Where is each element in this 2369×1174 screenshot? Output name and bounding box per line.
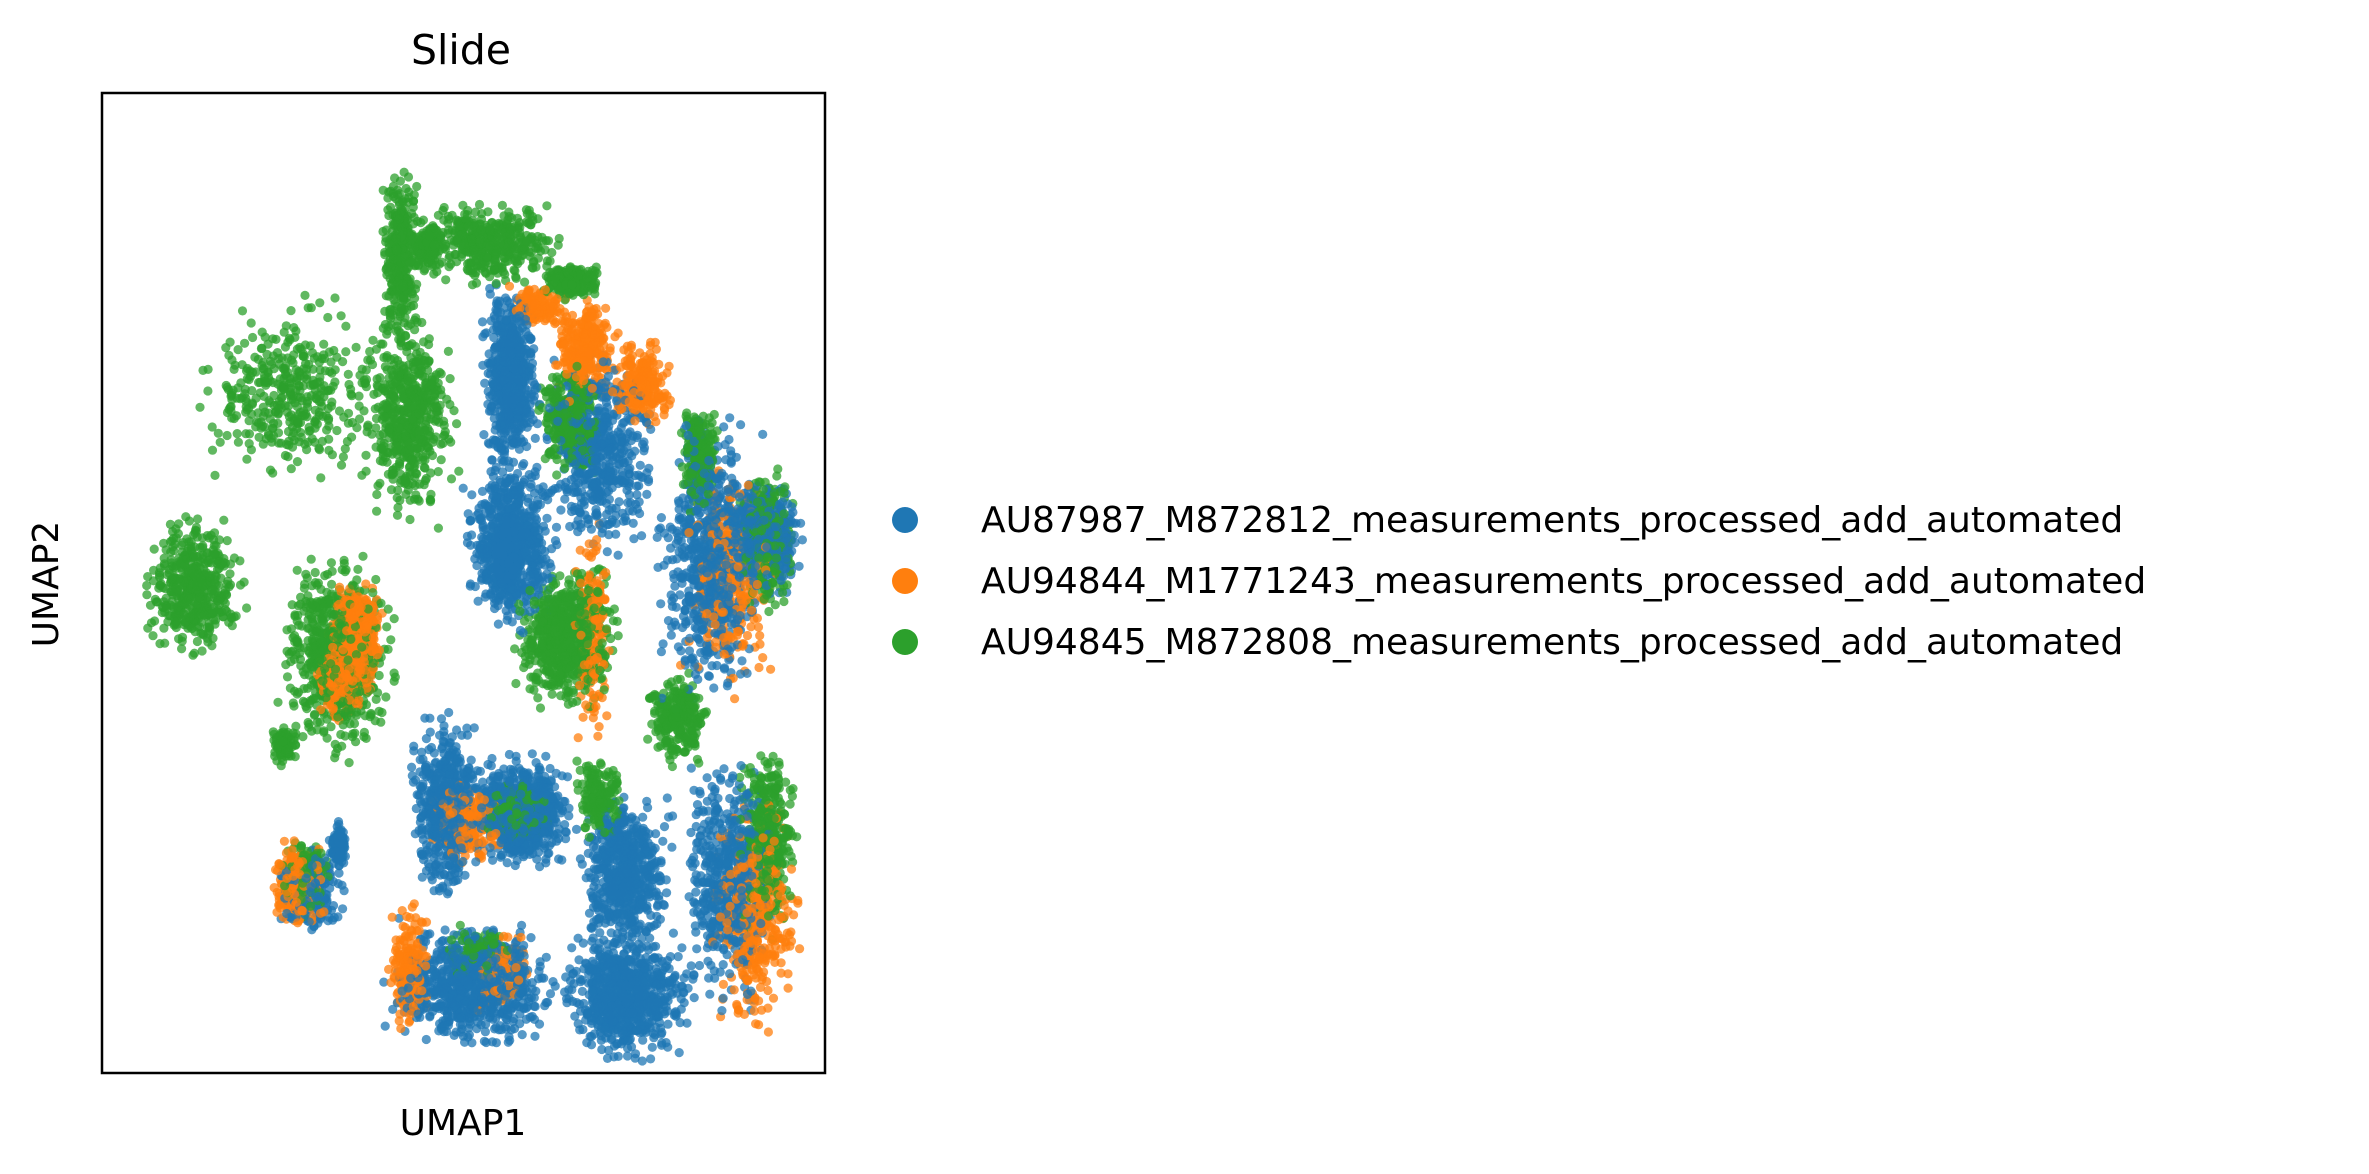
data-point	[766, 664, 776, 674]
data-point	[452, 419, 462, 429]
data-point	[327, 579, 337, 590]
data-point	[273, 697, 283, 707]
data-point	[547, 689, 557, 699]
data-point	[763, 1027, 774, 1037]
data-point	[336, 460, 347, 470]
data-point	[240, 338, 250, 348]
data-point	[393, 502, 403, 513]
data-point	[319, 339, 329, 349]
data-point	[663, 533, 673, 543]
data-point	[632, 490, 642, 500]
data-point	[286, 464, 296, 474]
data-point	[758, 653, 768, 663]
chart-title: Slide	[411, 26, 511, 74]
data-point	[446, 474, 457, 484]
data-point	[552, 470, 562, 480]
data-point	[354, 391, 364, 401]
data-point	[719, 764, 729, 774]
data-point	[638, 1035, 648, 1045]
data-point	[567, 943, 577, 953]
data-point	[689, 993, 699, 1003]
data-point	[717, 1006, 727, 1016]
data-point	[372, 506, 382, 516]
data-point	[351, 342, 361, 352]
data-point	[361, 365, 371, 375]
data-point	[298, 732, 308, 742]
data-point	[436, 714, 447, 724]
data-point	[504, 749, 514, 760]
data-point	[279, 836, 289, 846]
data-point	[382, 622, 392, 632]
data-point	[751, 1019, 761, 1029]
data-point	[477, 317, 488, 327]
data-point	[670, 581, 680, 591]
data-point	[497, 200, 507, 210]
data-point	[443, 346, 453, 356]
data-point	[677, 943, 687, 953]
data-point	[222, 430, 232, 441]
data-point	[530, 1031, 540, 1041]
data-point	[177, 644, 187, 654]
data-point	[207, 445, 218, 455]
data-point	[667, 761, 678, 772]
data-point	[358, 551, 368, 561]
data-point	[637, 1056, 647, 1066]
data-point	[652, 532, 662, 543]
data-point	[656, 513, 667, 523]
data-point	[246, 318, 256, 328]
data-point	[575, 765, 585, 776]
data-point	[215, 437, 225, 447]
data-point	[469, 723, 479, 733]
data-point	[233, 345, 243, 355]
data-point	[783, 983, 793, 993]
data-point	[573, 933, 583, 943]
data-point	[447, 732, 457, 742]
data-point	[773, 464, 783, 474]
data-point	[622, 1051, 633, 1061]
data-point	[715, 773, 726, 783]
data-point	[746, 622, 756, 632]
data-point	[666, 630, 676, 640]
data-point	[493, 619, 503, 629]
data-point	[629, 534, 639, 544]
data-point	[647, 1042, 657, 1052]
data-point	[444, 707, 454, 718]
data-point	[386, 635, 396, 645]
data-point	[611, 529, 621, 539]
data-point	[242, 603, 252, 613]
data-point	[542, 201, 552, 211]
data-point	[489, 332, 499, 343]
data-point	[454, 466, 464, 476]
data-point	[776, 968, 786, 978]
data-point	[637, 531, 647, 541]
data-point	[395, 495, 405, 505]
data-point	[292, 457, 303, 467]
data-point	[686, 961, 696, 971]
scatter-points	[142, 167, 808, 1066]
data-point	[277, 392, 287, 402]
data-point	[692, 944, 702, 954]
data-point	[323, 312, 333, 323]
data-point	[781, 777, 791, 787]
data-point	[737, 656, 747, 666]
data-point	[519, 616, 530, 626]
data-point	[658, 836, 668, 846]
data-point	[718, 979, 729, 990]
data-point	[736, 761, 746, 771]
data-point	[719, 422, 729, 432]
data-point	[753, 622, 764, 632]
data-point	[602, 1053, 613, 1063]
data-point	[643, 734, 653, 744]
